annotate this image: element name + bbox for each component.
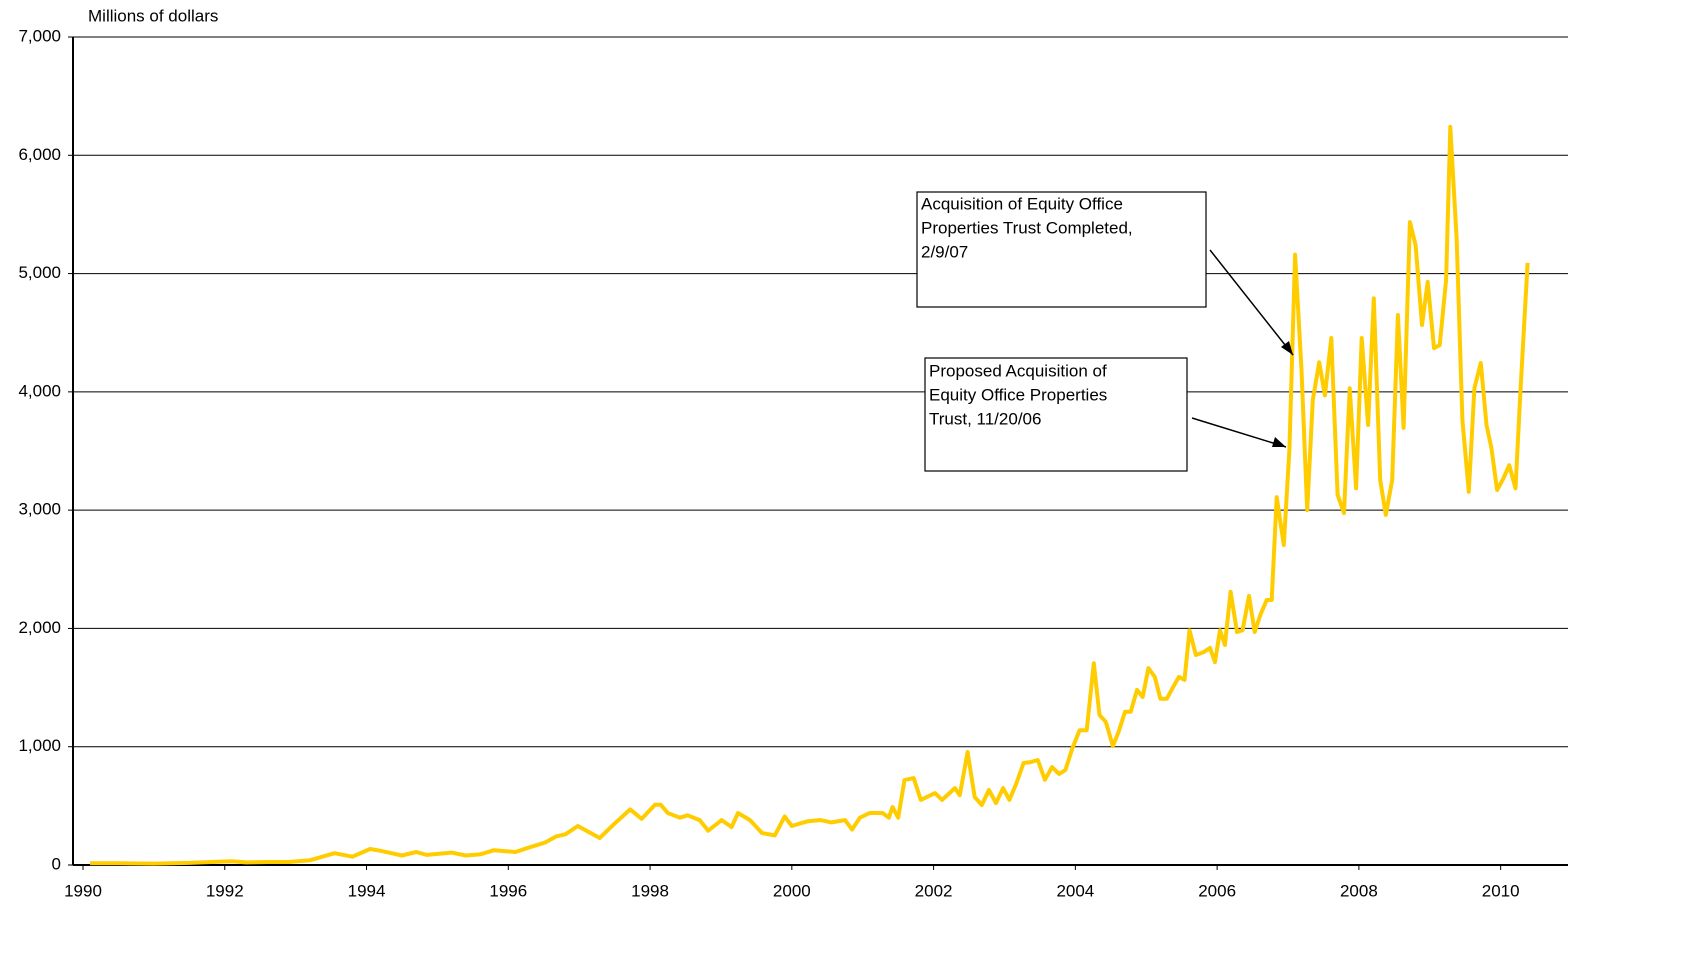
- x-tick-label: 2006: [1198, 881, 1236, 900]
- annotation-text: Equity Office Properties: [929, 385, 1107, 404]
- annotation-box: [924, 357, 1188, 472]
- x-tick-label: 1998: [631, 881, 669, 900]
- y-tick-label: 3,000: [18, 500, 61, 519]
- y-tick-label: 4,000: [18, 381, 61, 400]
- arrow-head: [1272, 437, 1286, 447]
- x-tick-label: 1994: [348, 881, 386, 900]
- x-tick-label: 2010: [1482, 881, 1520, 900]
- arrow-head: [1281, 341, 1293, 355]
- annotation-box: [916, 191, 1207, 308]
- annotation-text: Acquisition of Equity Office: [921, 194, 1123, 213]
- y-axis-label: Millions of dollars: [88, 6, 218, 25]
- annotation-arrow: [1191, 417, 1287, 448]
- y-tick-label: 0: [52, 854, 61, 873]
- y-tick-label: 1,000: [18, 736, 61, 755]
- y-tick-label: 2,000: [18, 618, 61, 637]
- annotation-text: 2/9/07: [921, 242, 968, 261]
- annotation-text: Properties Trust Completed,: [921, 218, 1133, 237]
- x-tick-label: 2008: [1340, 881, 1378, 900]
- x-tick-label: 1990: [64, 881, 102, 900]
- y-tick-label: 7,000: [18, 26, 61, 45]
- annotation-arrow: [1209, 249, 1294, 356]
- plot-area: 0 1,000 2,000 3,000 4,000 5,000 6,000 7,000 1990…: [18, 26, 1568, 900]
- y-tick-label: 5,000: [18, 263, 61, 282]
- x-tick-label: 1992: [206, 881, 244, 900]
- annotation-text: Proposed Acquisition of: [929, 361, 1107, 380]
- annotation-text: Trust, 11/20/06: [929, 409, 1041, 428]
- x-tick-label: 1996: [489, 881, 527, 900]
- x-tick-label: 2004: [1056, 881, 1094, 900]
- x-tick-label: 2002: [915, 881, 953, 900]
- y-tick-label: 6,000: [18, 145, 61, 164]
- x-tick-label: 2000: [773, 881, 811, 900]
- data-line: [90, 124, 1530, 866]
